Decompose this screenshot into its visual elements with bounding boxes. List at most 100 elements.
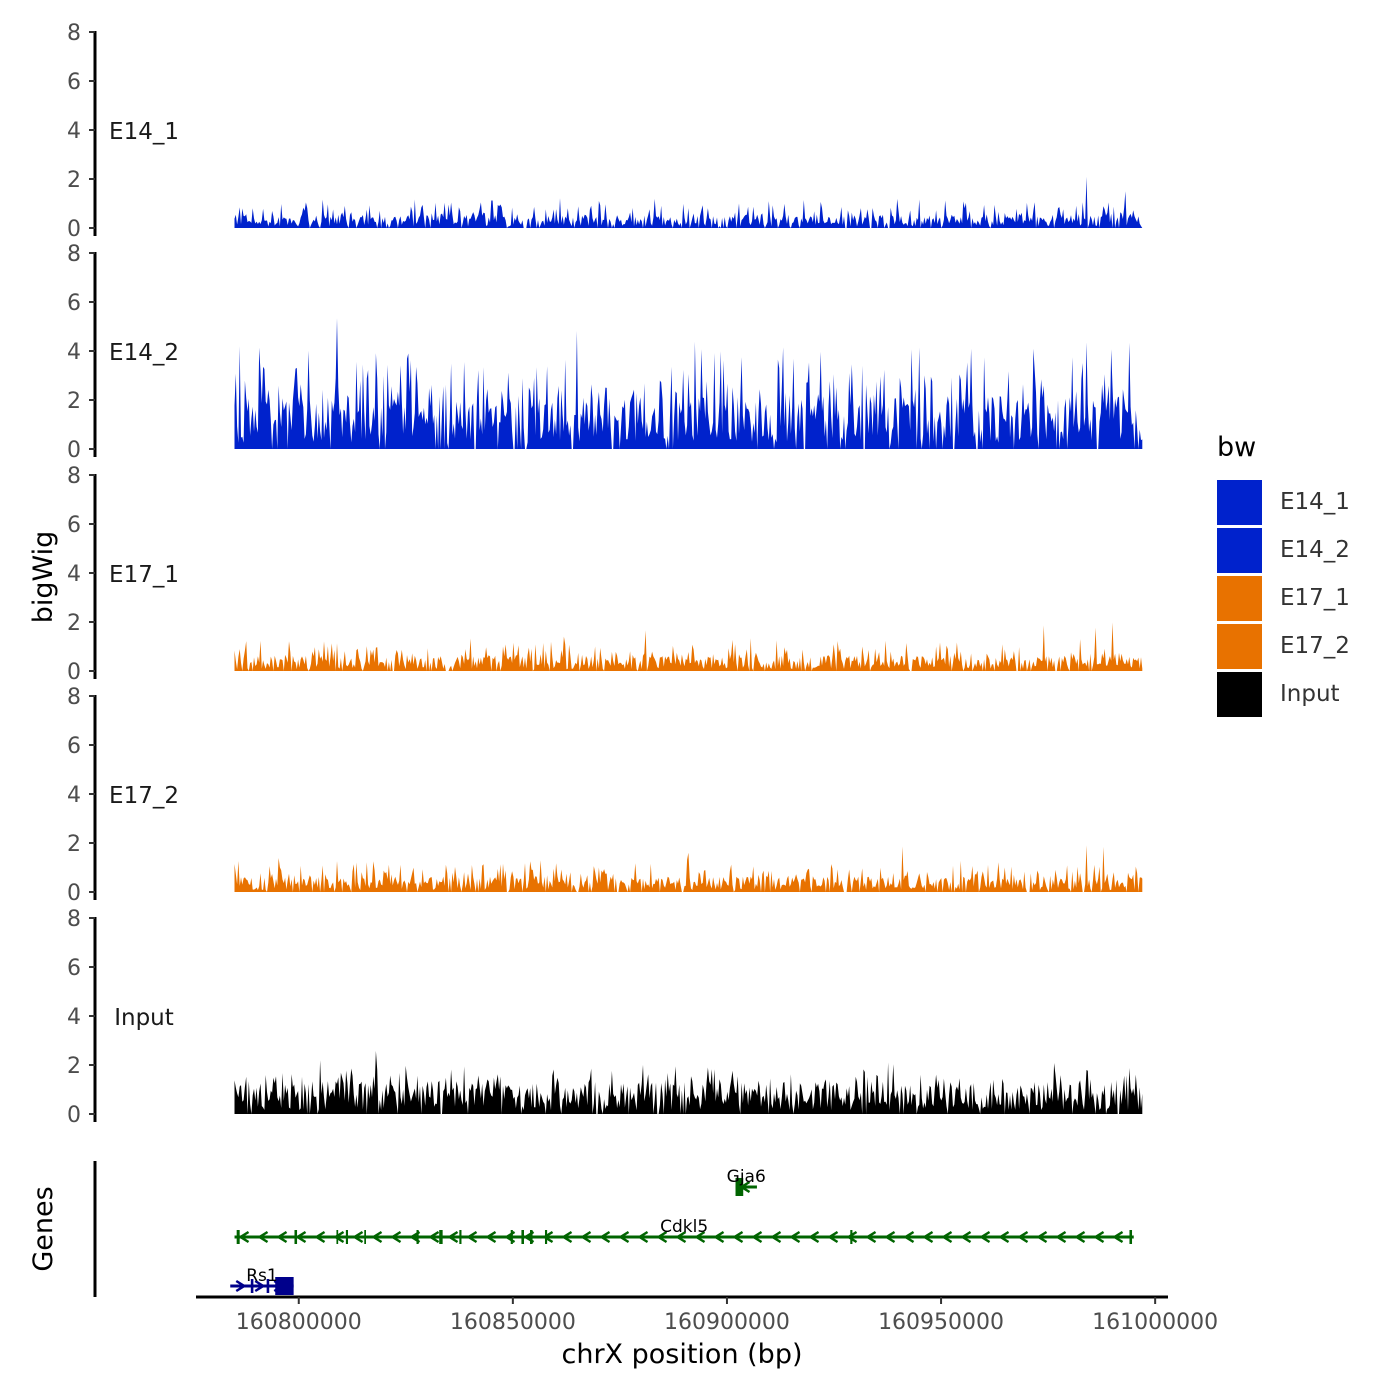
exon [345,1230,349,1244]
track-Input: 0 2 4 6 8 Input [67,907,1143,1128]
strand-arrow [960,1230,972,1244]
y-tick-label: 0 [67,217,81,242]
gene-Rs1: Rs1 [230,1266,294,1295]
track-E17_1: 0 2 4 6 8 E17_1 [67,464,1143,685]
strand-arrow [713,1230,725,1244]
gene-label: Cdkl5 [660,1217,708,1237]
legend-label: Input [1280,681,1340,707]
strand-arrow [1036,1230,1048,1244]
y-tick-label: 8 [67,21,81,46]
strand-arrow [390,1230,402,1244]
legend-item-Input: Input [1217,670,1387,718]
y-tick-label: 6 [67,291,81,316]
strand-arrow [827,1230,839,1244]
y-tick-label: 8 [67,464,81,489]
strand-arrow [694,1230,706,1244]
exon [266,1279,270,1293]
y-tick-label: 4 [67,783,81,808]
exon [521,1230,524,1244]
y-tick-label: 6 [67,956,81,981]
strand-arrow [542,1230,554,1244]
gene-label: Gja6 [727,1167,766,1187]
y-tick-label: 0 [67,1103,81,1128]
strand-arrow [903,1230,915,1244]
x-tick-label: 160950000 [878,1310,1004,1335]
strand-arrow [333,1230,345,1244]
y-tick-label: 4 [67,1005,81,1030]
genes-axis-title: Genes [28,1186,59,1271]
gene-Cdkl5: Cdkl5 [234,1217,1134,1244]
track-label: E14_1 [109,119,179,145]
track-label: E14_2 [109,340,179,366]
track-label: E17_2 [109,783,179,809]
legend-swatch [1217,671,1262,717]
strand-arrow [618,1230,630,1244]
legend-label: E17_1 [1280,585,1350,611]
legend-item-E17_1: E17_1 [1217,574,1387,622]
exon [850,1230,853,1244]
y-tick-label: 8 [67,242,81,267]
strand-arrow [466,1230,478,1244]
strand-arrow [979,1230,991,1244]
strand-arrow [295,1230,307,1244]
exon [336,1230,339,1244]
y-tick-label: 4 [67,119,81,144]
y-tick-label: 4 [67,340,81,365]
exon [250,1279,254,1293]
exon [1129,1230,1133,1244]
strand-arrow [637,1230,649,1244]
y-tick-label: 2 [67,1054,81,1079]
strand-arrow [254,1279,266,1293]
strand-arrow [1074,1230,1086,1244]
y-tick-label: 2 [67,611,81,636]
coverage-area-E17_2 [234,845,1143,892]
y-tick-label: 4 [67,562,81,587]
x-tick-label: 160900000 [664,1310,790,1335]
legend-item-E17_2: E17_2 [1217,622,1387,670]
strand-arrow [770,1230,782,1244]
strand-arrow [675,1230,687,1244]
exon [544,1230,548,1244]
y-tick-label: 8 [67,907,81,932]
strand-arrow [656,1230,668,1244]
y-tick-label: 8 [67,685,81,710]
coverage-tracks: 0 2 4 6 8 E14_1 0 2 4 6 8 E14_2 0 2 4 6 8 E17_1 0 2 4 6 8 E17_2… [67,21,1143,1128]
exon [529,1230,533,1244]
coverage-area-E17_1 [234,622,1143,671]
x-tick-label: 160850000 [450,1310,576,1335]
strand-arrow [941,1230,953,1244]
strand-arrow [257,1230,269,1244]
strand-arrow [371,1230,383,1244]
strand-arrow [276,1230,288,1244]
y-tick-label: 6 [67,734,81,759]
legend-swatch [1217,527,1262,573]
strand-arrow [865,1230,877,1244]
exon [294,1230,298,1244]
y-tick-label: 2 [67,168,81,193]
strand-arrow [751,1230,763,1244]
exon [416,1230,419,1244]
exon [459,1230,462,1244]
y-tick-label: 0 [67,438,81,463]
exon [439,1230,443,1244]
gene-label: Rs1 [246,1266,278,1286]
strand-arrow [998,1230,1010,1244]
track-E14_1: 0 2 4 6 8 E14_1 [67,21,1143,242]
legend: bw E14_1 E14_2 E17_1 E17_2 Input [1217,433,1387,718]
y-tick-label: 0 [67,660,81,685]
track-label: E17_1 [109,562,179,588]
strand-arrow [352,1230,364,1244]
y-tick-label: 6 [67,70,81,95]
strand-arrow [789,1230,801,1244]
y-tick-label: 6 [67,513,81,538]
strand-arrow [1017,1230,1029,1244]
legend-swatch [1217,575,1262,621]
strand-arrow [1093,1230,1105,1244]
strand-arrow [846,1230,858,1244]
legend-item-E14_2: E14_2 [1217,526,1387,574]
track-E17_2: 0 2 4 6 8 E17_2 [67,685,1143,906]
legend-label: E14_2 [1280,537,1350,563]
x-axis-title: chrX position (bp) [561,1339,802,1370]
x-tick-label: 160800000 [236,1310,362,1335]
